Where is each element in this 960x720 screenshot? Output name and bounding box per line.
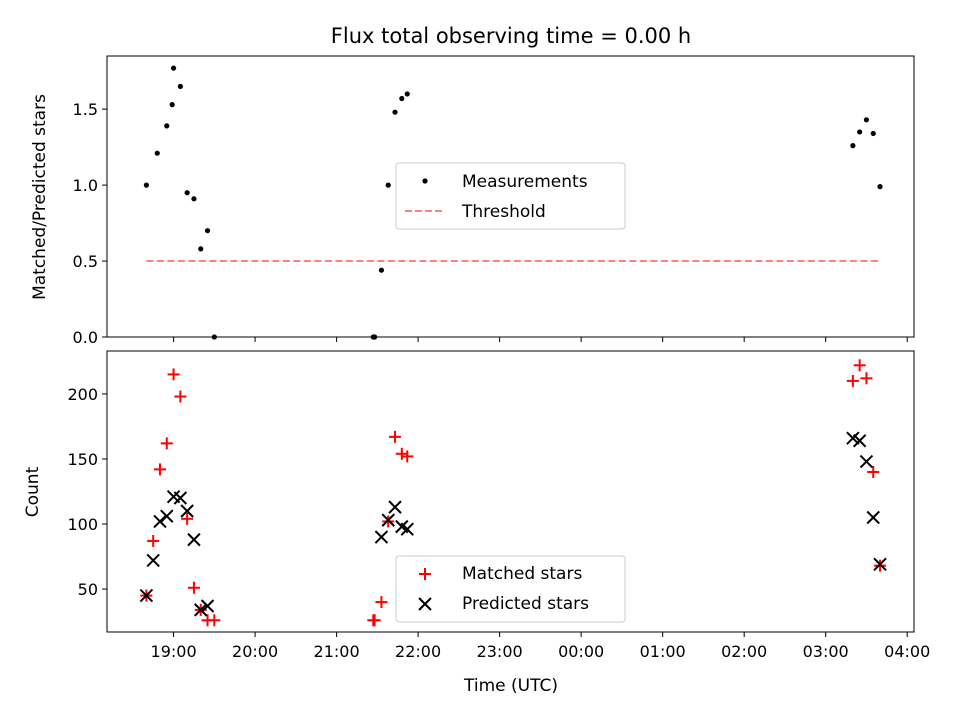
- predicted-star-point: [160, 509, 174, 523]
- predicted-star-point: [146, 553, 160, 568]
- y-tick-label: 0.5: [73, 252, 98, 271]
- y-tick-label: 100: [67, 515, 98, 534]
- legend-marker-predicted-stars: [418, 597, 432, 611]
- count-panel: Count Time (UTC) 50 100 150 200 19:00 20:00 2…: [23, 350, 930, 696]
- predicted-star-point: [187, 532, 201, 547]
- y-tick-label: 200: [67, 385, 98, 404]
- y-tick-label: 150: [67, 450, 98, 469]
- y-tick-label: 1.5: [73, 100, 98, 119]
- bottom-legend-box: [395, 555, 626, 623]
- legend-label-measurements: Measurements: [462, 172, 588, 192]
- matched-star-point: [160, 437, 173, 450]
- measurement-point: [863, 117, 870, 123]
- legend-marker-matched-stars: [419, 568, 431, 580]
- y-tick-label: 0.0: [73, 328, 98, 347]
- measurement-point: [392, 109, 398, 115]
- x-tick-label: 00:00: [558, 642, 604, 661]
- top-legend-box: [395, 162, 626, 230]
- legend-label-matched-stars: Matched stars: [462, 564, 582, 584]
- measurement-point: [850, 143, 856, 149]
- x-tick-label: 19:00: [151, 642, 197, 661]
- measurement-point: [204, 228, 211, 234]
- measurement-point: [870, 130, 876, 137]
- measurement-point: [378, 267, 385, 273]
- legend-marker-measurements: [422, 178, 428, 184]
- x-tick-label: 01:00: [640, 642, 686, 661]
- x-tick-label: 22:00: [395, 642, 441, 661]
- y-tick-label: 1.0: [73, 176, 98, 195]
- predicted-star-point: [859, 454, 874, 469]
- predicted-star-point: [180, 504, 194, 518]
- top-y-axis-label: Matched/Predicted stars: [30, 94, 50, 300]
- bottom-y-ticks: 50 100 150 200: [67, 385, 107, 599]
- matched-star-point: [860, 372, 873, 385]
- measurement-point: [143, 182, 149, 188]
- matched-star-point: [401, 450, 414, 463]
- matched-star-point: [208, 614, 221, 627]
- measurement-point: [877, 184, 883, 190]
- bottom-x-ticks: 19:00 20:00 21:00 22:00 23:00 00:00 01:00 02:00…: [151, 632, 930, 661]
- predicted-star-point: [374, 530, 389, 544]
- measurement-point: [857, 129, 863, 135]
- bottom-plot-marks: [139, 359, 887, 627]
- x-tick-label: 04:00: [884, 642, 930, 661]
- x-tick-label: 03:00: [803, 642, 849, 661]
- ratio-panel: Flux total observing time = 0.00 h Match…: [30, 24, 915, 347]
- predicted-star-point: [866, 510, 880, 525]
- predicted-star-point: [873, 557, 887, 572]
- measurement-point: [404, 91, 410, 97]
- measurement-point: [154, 150, 160, 156]
- matched-star-point: [368, 614, 381, 627]
- top-axes-frame: [106, 55, 915, 338]
- matched-star-point: [389, 430, 402, 443]
- matched-star-point: [167, 368, 180, 381]
- top-y-ticks: 0.0 0.5 1.0 1.5: [73, 100, 107, 347]
- legend-label-predicted-stars: Predicted stars: [462, 594, 589, 614]
- predicted-star-point: [381, 513, 395, 527]
- measurement-point: [385, 182, 391, 188]
- matched-star-point: [395, 447, 408, 460]
- x-tick-label: 23:00: [477, 642, 523, 661]
- bottom-y-axis-label: Count: [23, 466, 43, 517]
- predicted-star-point: [200, 599, 215, 613]
- matched-star-point: [853, 359, 866, 372]
- measurement-point: [184, 190, 190, 196]
- matched-star-point: [147, 534, 160, 547]
- matched-star-point: [846, 374, 859, 387]
- predicted-star-point: [194, 603, 208, 617]
- legend-label-threshold: Threshold: [461, 202, 546, 222]
- predicted-star-point: [852, 434, 867, 448]
- y-tick-label: 50: [78, 580, 98, 599]
- x-axis-label: Time (UTC): [463, 676, 558, 696]
- measurement-point: [164, 123, 170, 129]
- predicted-star-point: [139, 588, 154, 603]
- chart-title: Flux total observing time = 0.00 h: [331, 24, 691, 48]
- top-legend: Measurements Threshold: [395, 162, 626, 230]
- x-tick-label: 02:00: [721, 642, 767, 661]
- predicted-star-point: [388, 500, 402, 514]
- predicted-star-point: [400, 522, 414, 536]
- predicted-star-point: [173, 491, 188, 505]
- matched-star-point: [375, 596, 388, 609]
- matched-star-point: [867, 465, 880, 478]
- matched-star-point: [153, 463, 166, 476]
- matched-star-point: [181, 512, 194, 525]
- measurement-point: [198, 246, 204, 252]
- bottom-legend: Matched stars Predicted stars: [395, 555, 626, 623]
- x-tick-label: 20:00: [232, 642, 278, 661]
- measurement-point: [177, 83, 183, 89]
- x-tick-label: 21:00: [314, 642, 360, 661]
- bottom-axes-frame: [106, 350, 915, 633]
- matched-star-point: [187, 581, 200, 594]
- measurement-point: [191, 196, 197, 202]
- top-x-ticks: [173, 337, 908, 342]
- predicted-star-point: [153, 514, 167, 529]
- matched-star-point: [174, 390, 187, 403]
- measurement-point: [170, 65, 177, 71]
- measurement-point: [169, 102, 175, 108]
- measurement-point: [399, 95, 405, 102]
